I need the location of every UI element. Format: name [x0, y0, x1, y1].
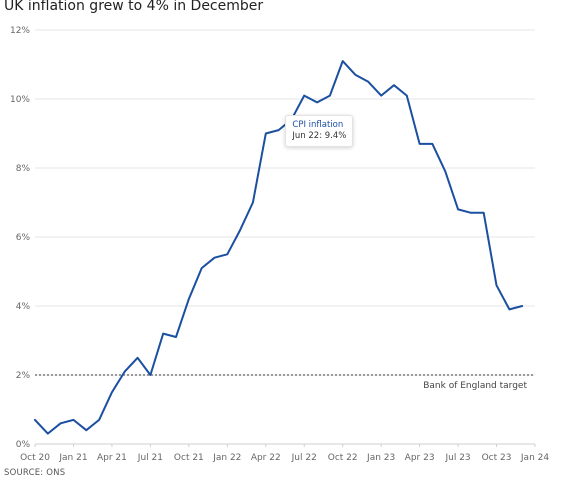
y-tick-label: 2% — [16, 371, 31, 381]
x-tick-label: Apr 21 — [97, 453, 127, 463]
x-tick-label: Jan 24 — [520, 453, 549, 463]
x-tick-label: Apr 22 — [251, 453, 281, 463]
tooltip-value: Jun 22: 9.4% — [292, 130, 347, 141]
data-tooltip: CPI inflation Jun 22: 9.4% — [285, 114, 354, 147]
x-tick-label: Oct 21 — [174, 453, 204, 463]
x-tick-label: Oct 22 — [328, 453, 358, 463]
source-note: SOURCE: ONS — [4, 468, 66, 478]
x-tick-label: Jan 22 — [212, 453, 241, 463]
x-tick-label: Jul 21 — [137, 453, 163, 463]
y-tick-label: 12% — [10, 26, 30, 36]
target-line-label: Bank of England target — [423, 381, 527, 391]
y-tick-label: 4% — [16, 302, 31, 312]
x-tick-label: Jul 23 — [444, 453, 470, 463]
cpi-inflation-line — [34, 60, 524, 435]
x-tick-label: Oct 20 — [20, 453, 50, 463]
y-tick-label: 6% — [16, 233, 31, 243]
y-tick-label: 10% — [10, 95, 30, 105]
x-tick-label: Oct 23 — [482, 453, 512, 463]
chart-title: UK inflation grew to 4% in December — [4, 0, 264, 14]
y-tick-label: 8% — [16, 164, 31, 174]
x-tick-label: Jan 23 — [366, 453, 395, 463]
x-tick-label: Jan 21 — [58, 453, 87, 463]
y-tick-label: 0% — [16, 440, 31, 450]
tooltip-series-name: CPI inflation — [292, 119, 344, 130]
x-tick-label: Apr 23 — [405, 453, 435, 463]
x-tick-label: Jul 22 — [291, 453, 317, 463]
